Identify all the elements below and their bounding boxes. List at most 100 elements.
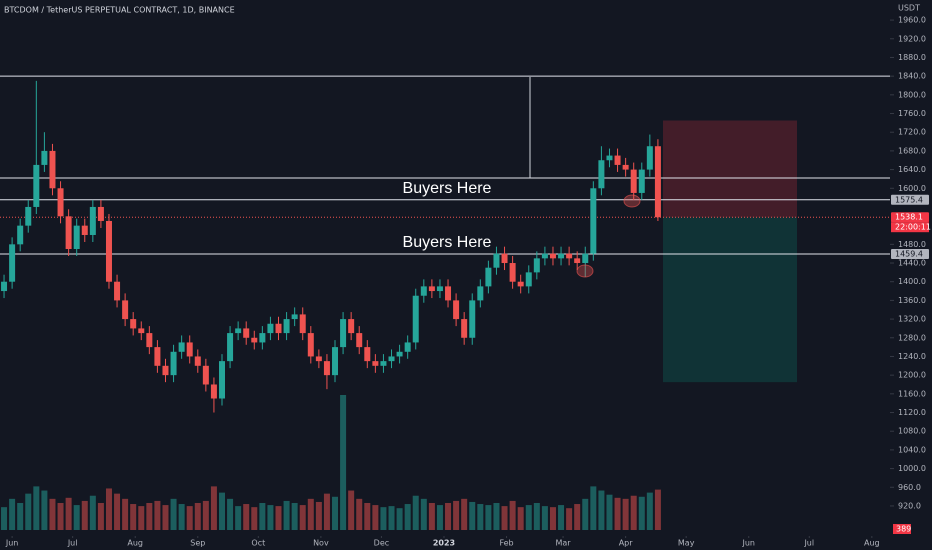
volume-bar [558,505,565,530]
x-tick-label: Sep [190,539,205,548]
candle-body [388,356,395,362]
volume-bar [267,505,274,530]
highlight-marker [623,194,641,208]
candle-body [654,146,661,218]
candle-body [307,333,314,357]
x-tick-label: Jul [803,539,814,548]
volume-bar [130,504,137,530]
volume-bar [469,501,476,530]
y-tick-label: 960.0 [898,483,921,492]
candle-body [17,225,24,245]
candle-body [412,295,419,343]
volume-bar [1,507,8,530]
y-tick-label: 1680.0 [898,146,926,155]
candle-body [477,286,484,301]
volume-bar [259,503,266,530]
candle-body [130,319,137,329]
candle-body [420,286,427,296]
volume-bar [138,506,145,530]
candle-body [541,253,548,259]
volume-bar [235,506,242,530]
volume-bar [485,505,492,530]
x-tick-label: Nov [313,539,329,548]
candle-body [275,323,282,334]
volume-bar [227,498,234,530]
candle-body [97,206,104,221]
candle-body [445,286,452,301]
volume-bar [33,486,40,530]
x-tick-label: Aug [127,539,143,548]
volume-bar [509,500,516,530]
candle-body [501,253,508,264]
candle-body [81,225,88,235]
candle-body [170,351,177,376]
target-zone [663,217,797,383]
candle-body [146,333,153,348]
volume-bar [356,498,363,530]
stop-zone [663,120,797,218]
last-price-label: 1538.1 [895,213,923,222]
x-tick-label: Mar [556,539,572,548]
volume-bar [146,503,153,530]
volume-bar [340,395,347,530]
y-tick-label: 1440.0 [898,259,926,268]
volume-bar [614,497,621,530]
candle-body [356,333,363,348]
volume-bar [590,486,597,530]
x-tick-label: Jun [741,539,755,548]
last-price-label-box [891,212,929,223]
y-tick-label: 1880.0 [898,53,926,62]
candle-body [178,342,185,352]
x-tick-label: Feb [499,539,513,548]
volume-bar [332,496,339,530]
volume-bar [186,506,193,530]
countdown-box [891,222,929,233]
x-tick-label: Dec [374,539,389,548]
y-tick-label: 1640.0 [898,165,926,174]
volume-bar [283,500,290,530]
x-tick-label: May [678,539,695,548]
candle-body [227,333,234,362]
level-label: 1459.4 [895,249,923,258]
candle-body [372,361,379,366]
candle-body [251,337,258,343]
annotation: Buyers Here [403,180,492,197]
candle-body [453,300,460,320]
volume-bar [461,498,468,530]
candle-body [590,188,597,254]
volume-bar [549,507,556,530]
volume-bar [606,494,613,530]
volume-bar [412,495,419,530]
volume-bar [453,500,460,530]
candle-body [509,263,516,282]
candle-body [9,244,16,282]
y-tick-label: 1280.0 [898,333,926,342]
volume-bar [154,500,161,530]
chart-title: BTCDOM / TetherUS PERPETUAL CONTRACT, 1D… [4,6,235,15]
volume-bar [445,503,452,530]
candle-body [1,281,8,292]
volume-bar [525,505,532,530]
candle-body [622,164,629,170]
volume-bar [97,503,104,530]
candle-body [638,169,645,193]
candle-body [202,365,209,385]
volume-bar [396,508,403,530]
x-tick-label: Oct [251,539,265,548]
volume-bar [202,500,209,530]
volume-bar [574,504,581,530]
volume-bar [275,506,282,530]
volume-bar [598,490,605,530]
volume-bar [162,505,169,530]
candle-body [291,314,298,320]
candle-body [154,347,161,366]
candle-body [525,272,532,287]
volume-bar [323,493,330,530]
candle-body [493,253,500,268]
candle-body [332,347,339,376]
y-unit: USDT [898,4,920,13]
y-tick-label: 1480.0 [898,240,926,249]
y-tick-label: 1240.0 [898,352,926,361]
volume-bar [404,504,411,530]
